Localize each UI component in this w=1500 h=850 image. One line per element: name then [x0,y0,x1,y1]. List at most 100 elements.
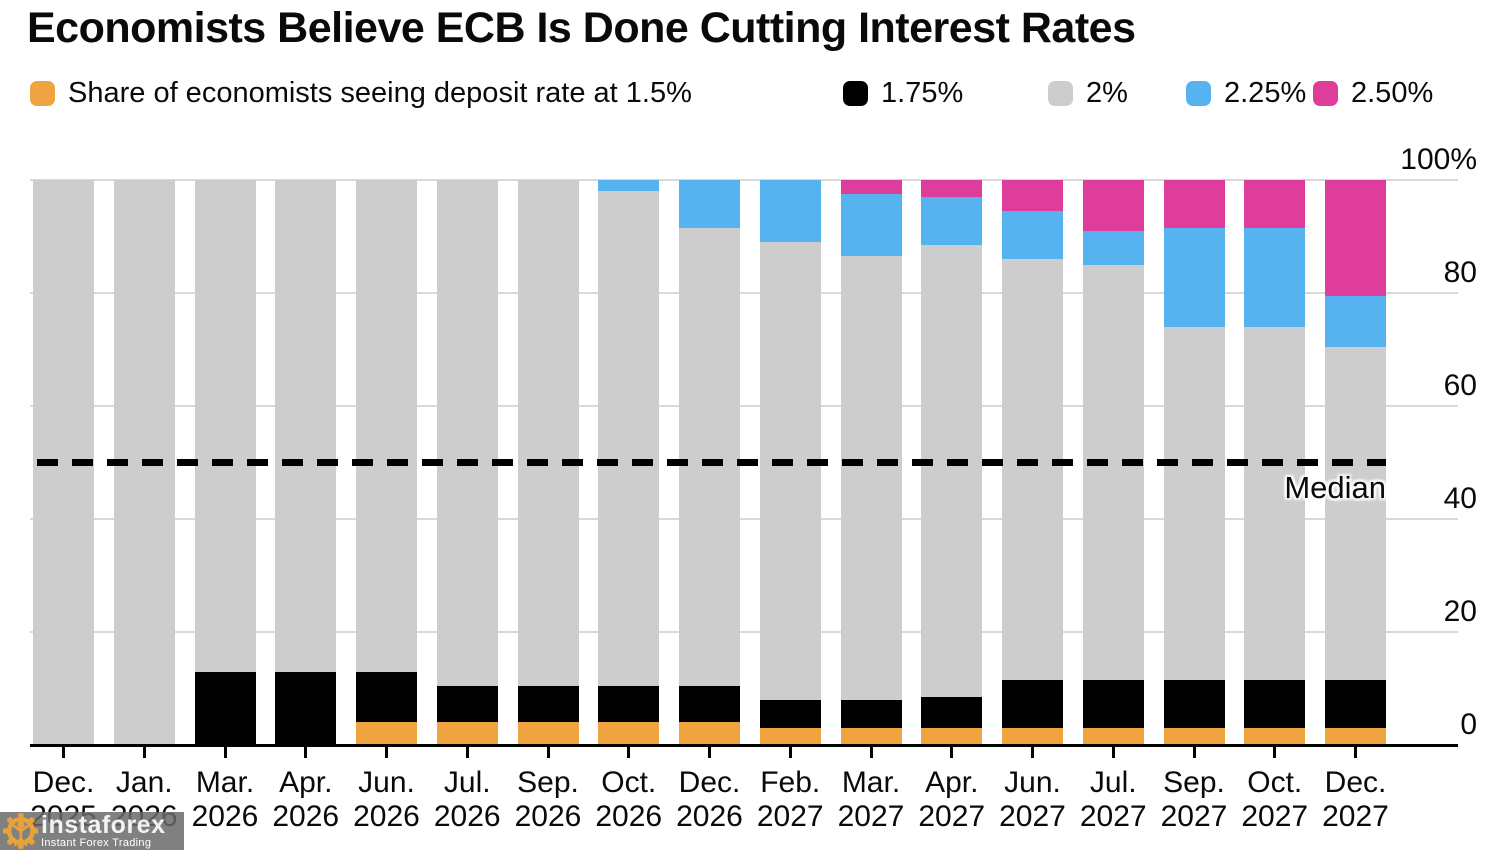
x-axis-label: Mar. 2027 [837,766,905,833]
bar-segment-2-25- [598,180,660,192]
chart-title: Economists Believe ECB Is Done Cutting I… [27,4,1136,52]
bar [759,180,821,745]
x-axis-tick [1354,746,1357,758]
bar-segment-2-50- [1163,180,1225,229]
bar-segment-1-5- [517,722,579,745]
x-axis-tick [385,746,388,758]
bar-segment-2- [1325,346,1386,680]
bar-segment-2-50- [1082,180,1144,231]
x-axis-tick [304,746,308,758]
watermark-text: instaforex Instant Forex Trading [41,814,165,849]
bar-segment-2- [436,180,498,686]
bar-segment-2-25- [759,180,821,243]
legend-swatch [30,80,55,106]
bar [517,180,579,745]
bar-segment-2- [1163,326,1225,681]
bar-segment-2-50- [1325,180,1386,296]
x-axis-label: Feb. 2027 [756,766,824,833]
bar [679,180,740,745]
bar [1082,180,1144,745]
bar-segment-1-5- [1163,728,1225,745]
bar-segment-1-5- [598,722,660,745]
bar-segment-2-25- [840,194,902,257]
y-axis-label: 100% [1400,143,1477,176]
bar [840,180,902,745]
x-axis-tick [627,746,631,758]
x-axis-tick [1192,746,1196,758]
bar-segment-1-75- [194,671,256,745]
bar-segment-1-5- [840,728,902,745]
bar-segment-1-5- [436,722,498,745]
gridline [30,518,1458,520]
legend-swatch [843,80,868,106]
y-axis-label: 40 [1443,482,1477,515]
y-axis-label: 0 [1460,708,1477,741]
bar-segment-2-25- [1163,228,1225,327]
x-axis-label: Jul. 2027 [1079,766,1147,833]
bar [598,180,660,745]
legend-item: 2.50% [1313,76,1434,109]
x-axis-label: Mar. 2026 [191,766,259,833]
x-axis-label: Apr. 2026 [272,766,340,833]
instaforex-gear-person-icon [2,813,38,849]
bar-segment-2- [759,242,821,700]
bar-segment-1-75- [759,699,821,729]
y-axis-label: 20 [1443,595,1477,628]
bar [436,180,498,745]
x-axis-label: Sep. 2027 [1160,766,1228,833]
x-axis-tick [708,746,711,758]
bar [275,180,337,745]
watermark-brand: instaforex [41,813,166,839]
legend-item-label: 2.25% [1224,76,1307,109]
x-axis-tick [465,746,469,758]
legend-item-label: Share of economists seeing deposit rate … [68,76,692,109]
x-axis-tick [142,746,146,758]
bar [194,180,256,745]
bar-segment-2- [1082,264,1144,680]
median-label: Median [1284,470,1386,505]
legend-item-label: 1.75% [881,76,964,109]
gridline [30,405,1458,407]
x-axis-tick [223,746,227,758]
bar-segment-2-25- [679,180,740,229]
x-axis-tick [62,746,65,758]
x-axis-label: Dec. 2027 [1322,766,1389,833]
bar-segment-1-75- [1002,680,1063,729]
x-axis-tick [1273,746,1277,758]
bar-segment-1-5- [921,728,983,745]
legend-swatch [1186,80,1211,106]
bar-segment-2-50- [840,180,902,195]
x-axis-tick [1031,746,1034,758]
gridline [30,631,1458,633]
bar-segment-1-5- [1002,728,1063,745]
bar-segment-1-75- [840,699,902,729]
bar-segment-2- [194,180,256,672]
bar-segment-1-75- [1163,680,1225,729]
x-axis-label: Dec. 2026 [676,766,743,833]
y-axis-label: 80 [1443,256,1477,289]
bar-segment-2-50- [1002,180,1063,212]
legend-item: 2.25% [1186,76,1307,109]
watermark: instaforex Instant Forex Trading [0,812,184,850]
bar-segment-2- [275,180,337,672]
bar-segment-2- [1244,326,1306,681]
median-line [37,459,1386,466]
bar [1163,180,1225,745]
bar-segment-1-75- [1244,680,1306,729]
legend-item-label: 2.50% [1351,76,1434,109]
bar-segment-2-50- [921,180,983,197]
bar [1002,180,1063,745]
x-axis-label: Apr. 2027 [918,766,986,833]
bar-segment-2-25- [1325,295,1386,347]
bar-segment-2-50- [1244,180,1306,229]
bar-segment-2- [921,244,983,697]
bar-segment-1-5- [1325,728,1386,745]
bar-segment-1-75- [679,685,740,723]
gridline [30,179,1458,181]
bar-segment-1-75- [1082,680,1144,729]
bar-segment-1-75- [356,671,417,723]
bar-segment-1-75- [517,685,579,723]
legend-item: Share of economists seeing deposit rate … [30,76,692,109]
bar [921,180,983,745]
